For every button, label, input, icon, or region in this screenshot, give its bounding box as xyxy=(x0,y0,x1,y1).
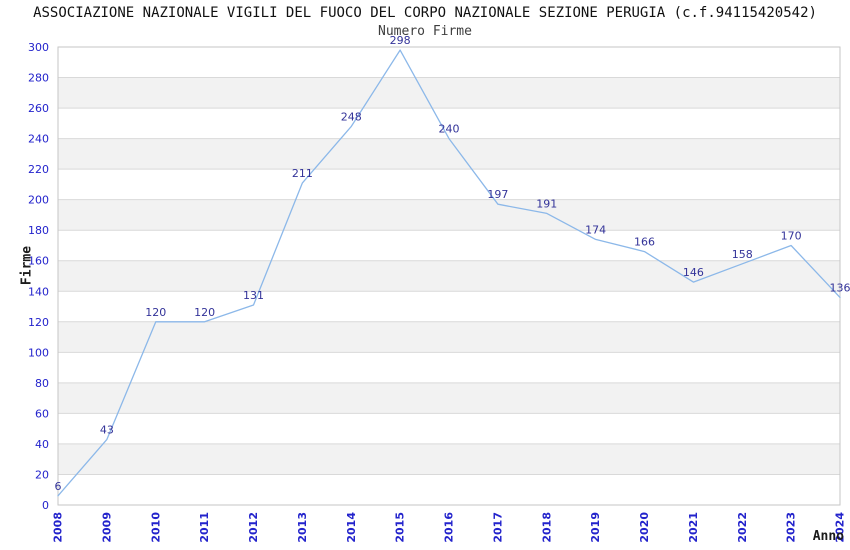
x-tick-label: 2017 xyxy=(491,512,504,543)
x-axis-title: Anno xyxy=(812,529,844,544)
y-tick-label: 40 xyxy=(35,438,49,451)
data-point-label: 158 xyxy=(732,248,753,261)
plot-band xyxy=(58,260,840,292)
chart-title: ASSOCIAZIONE NAZIONALE VIGILI DEL FUOCO … xyxy=(33,5,817,21)
data-point-label: 166 xyxy=(634,236,655,249)
x-tick-label: 2011 xyxy=(198,512,211,543)
data-point-label: 136 xyxy=(830,281,850,294)
data-point-label: 211 xyxy=(292,167,313,180)
plot-band xyxy=(58,199,840,231)
x-tick-label: 2016 xyxy=(443,512,456,543)
y-tick-label: 300 xyxy=(28,41,49,54)
y-tick-label: 240 xyxy=(28,133,49,146)
x-tick-label: 2024 xyxy=(834,512,847,543)
x-tick-label: 2018 xyxy=(540,512,553,543)
x-tick-label: 2019 xyxy=(589,512,602,543)
y-tick-label: 220 xyxy=(28,163,49,176)
plot-band xyxy=(58,169,840,200)
x-tick-label: 2010 xyxy=(149,512,162,543)
y-tick-label: 200 xyxy=(28,194,49,207)
plot-band xyxy=(58,321,840,353)
chart-subtitle: Numero Firme xyxy=(378,24,472,39)
plot-band xyxy=(58,352,840,383)
y-tick-label: 20 xyxy=(35,468,49,481)
data-point-label: 240 xyxy=(439,123,460,136)
data-point-label: 43 xyxy=(100,423,114,436)
x-tick-label: 2021 xyxy=(687,512,700,543)
y-tick-label: 80 xyxy=(35,377,49,390)
plot-band xyxy=(58,230,840,261)
y-tick-label: 280 xyxy=(28,72,49,85)
x-tick-label: 2014 xyxy=(345,512,358,543)
data-point-label: 170 xyxy=(781,229,802,242)
x-tick-label: 2023 xyxy=(785,512,798,543)
plot-band xyxy=(58,443,840,475)
x-tick-label: 2020 xyxy=(638,512,651,543)
data-point-label: 248 xyxy=(341,110,362,123)
plot-band xyxy=(58,474,840,505)
plot-border xyxy=(57,46,841,506)
data-point-label: 146 xyxy=(683,266,704,279)
series-line xyxy=(57,49,841,497)
y-tick-label: 100 xyxy=(28,346,49,359)
plot-band xyxy=(58,382,840,414)
data-point-label: 191 xyxy=(536,197,557,210)
data-point-label: 120 xyxy=(194,306,215,319)
plot-band xyxy=(58,138,840,170)
data-point-label: 6 xyxy=(55,480,62,493)
x-tick-label: 2008 xyxy=(52,512,65,543)
y-tick-label: 160 xyxy=(28,255,49,268)
plot-band xyxy=(58,413,840,444)
data-point-label: 298 xyxy=(390,34,411,47)
y-tick-label: 260 xyxy=(28,102,49,115)
data-point-label: 174 xyxy=(585,223,606,236)
y-tick-label: 120 xyxy=(28,316,49,329)
y-axis-title: Firme xyxy=(19,245,35,286)
data-point-label: 131 xyxy=(243,289,264,302)
plot-band xyxy=(58,47,840,78)
y-tick-label: 140 xyxy=(28,285,49,298)
y-tick-label: 60 xyxy=(35,407,49,420)
x-tick-label: 2009 xyxy=(100,512,113,543)
data-point-label: 120 xyxy=(145,306,166,319)
y-tick-label: 0 xyxy=(42,499,49,512)
plot-band xyxy=(58,291,840,322)
x-tick-label: 2013 xyxy=(296,512,309,543)
data-point-label: 197 xyxy=(487,188,508,201)
x-tick-label: 2022 xyxy=(736,512,749,543)
y-tick-label: 180 xyxy=(28,224,49,237)
plot-band xyxy=(58,108,840,139)
x-tick-label: 2015 xyxy=(394,512,407,543)
plot-band xyxy=(58,77,840,109)
x-tick-label: 2012 xyxy=(247,512,260,543)
